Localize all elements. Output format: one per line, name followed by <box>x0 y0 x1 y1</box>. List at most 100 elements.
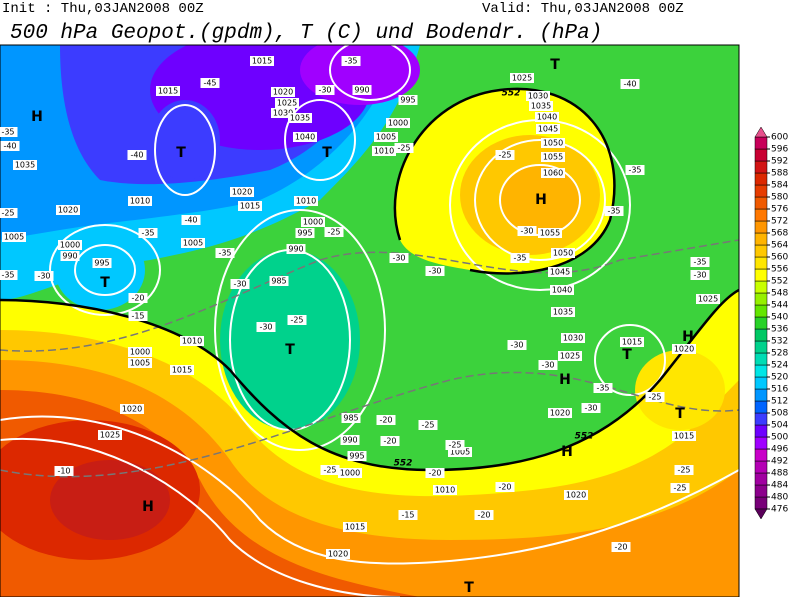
isobar-label: 1055 <box>543 153 563 162</box>
colorbar-label: 564 <box>771 241 788 251</box>
color-band <box>754 160 768 174</box>
isobar-label-box <box>352 85 372 95</box>
color-band <box>754 232 768 246</box>
color-band <box>754 436 768 450</box>
temperature-label: -30 <box>37 272 50 281</box>
temperature-label-box <box>593 383 613 393</box>
isobar-label: 990 <box>62 252 77 261</box>
temperature-label-box <box>200 78 220 88</box>
isobar-label-box <box>156 86 180 96</box>
colorbar-label: 540 <box>771 313 788 323</box>
color-band <box>754 424 768 438</box>
temperature-label: -25 <box>673 484 686 493</box>
isobar-label: 990 <box>288 245 303 254</box>
temperature-label: -30 <box>233 280 246 289</box>
isobar-label-box <box>181 238 205 248</box>
colorbar-label: 504 <box>771 421 788 431</box>
colorbar-label: 524 <box>771 361 788 371</box>
temperature-label: -25 <box>290 316 303 325</box>
isobar-label-box <box>180 336 204 346</box>
temperature-label: -10 <box>57 467 70 476</box>
isobar-label: 1030 <box>528 92 548 101</box>
isobar-label: 1015 <box>172 366 192 375</box>
isobar-label: 1015 <box>252 57 272 66</box>
isobar-label: 1025 <box>100 431 120 440</box>
colorbar-label: 556 <box>771 265 788 275</box>
color-band <box>754 256 768 270</box>
isobar-label: 1020 <box>566 491 586 500</box>
isobar-label-box <box>341 413 361 423</box>
color-band <box>754 148 768 162</box>
colorbar-label: 596 <box>771 145 788 155</box>
temperature-label-box <box>0 141 20 151</box>
temperature-label: -30 <box>584 404 597 413</box>
map-title: 500 hPa Geopot.(gpdm), T (C) und Bodendr… <box>10 22 602 45</box>
isobar-label: 1015 <box>240 202 260 211</box>
isobar-label: 1020 <box>674 345 694 354</box>
isobar-label-box <box>293 132 317 142</box>
pressure-center: H <box>561 444 573 460</box>
isobar-label: 1010 <box>374 147 394 156</box>
temperature-label: -35 <box>141 229 154 238</box>
temperature-label-box <box>495 150 515 160</box>
colorbar-label: 580 <box>771 193 788 203</box>
isobar-label: 1055 <box>540 229 560 238</box>
temperature-label: -40 <box>130 151 143 160</box>
temperature-label-box <box>425 468 445 478</box>
colorbar-label: 588 <box>771 169 788 179</box>
color-band <box>754 136 768 150</box>
temperature-label-box <box>670 483 690 493</box>
colorbar-label: 528 <box>771 349 788 359</box>
temperature-label-box <box>581 403 601 413</box>
isobar-label-box <box>541 138 565 148</box>
isobar-label: 1045 <box>538 125 558 134</box>
isobar-label-box <box>250 56 274 66</box>
temperature-label: -15 <box>131 312 144 321</box>
height-label: 552 <box>575 432 594 442</box>
temperature-label: -20 <box>498 483 511 492</box>
color-band <box>754 340 768 354</box>
isobar-label: 1015 <box>345 523 365 532</box>
temperature-label-box <box>645 392 665 402</box>
temperature-label: -30 <box>693 271 706 280</box>
temperature-label: -35 <box>628 166 641 175</box>
temperature-label-box <box>538 360 558 370</box>
isobar-label: 1040 <box>295 133 315 142</box>
isobar-label-box <box>58 240 82 250</box>
colorbar-label: 500 <box>771 433 788 443</box>
pressure-center: T <box>322 145 332 161</box>
colorbar-label: 488 <box>771 469 788 479</box>
temperature-label-box <box>398 510 418 520</box>
isobar-label-box <box>128 196 152 206</box>
temperature-label: -20 <box>379 416 392 425</box>
temperature-label: -25 <box>421 421 434 430</box>
temperature-label-box <box>517 226 537 236</box>
temperature-label-box <box>341 56 361 66</box>
temperature-label: -35 <box>693 258 706 267</box>
color-band <box>754 196 768 210</box>
temperature-label: -35 <box>607 207 620 216</box>
isobar-label-box <box>696 294 720 304</box>
colorbar-label: 592 <box>771 157 788 167</box>
temperature-label-box <box>138 228 158 238</box>
isobar-label-box <box>340 435 360 445</box>
temperature-label-box <box>604 206 624 216</box>
temperature-label: -40 <box>3 142 16 151</box>
valid-time: Valid: Thu,03JAN2008 00Z <box>482 1 684 17</box>
isobar-label: 1060 <box>543 169 563 178</box>
temperature-label: -30 <box>392 254 405 263</box>
height-label: 552 <box>502 89 521 99</box>
temperature-label: -20 <box>614 543 627 552</box>
isobar-label-box <box>295 228 315 238</box>
isobar-label: 1000 <box>303 218 323 227</box>
isobar-label: 985 <box>343 414 358 423</box>
isobar-label-box <box>433 485 457 495</box>
isobar-label: 985 <box>271 277 286 286</box>
isobar-label: 990 <box>342 436 357 445</box>
isobar-label: 1050 <box>543 139 563 148</box>
isobar-label: 1030 <box>563 334 583 343</box>
isobar-label-box <box>271 87 295 97</box>
temperature-label: -35 <box>513 254 526 263</box>
temperature-label: -20 <box>131 294 144 303</box>
colorbar-label: 572 <box>771 217 788 227</box>
